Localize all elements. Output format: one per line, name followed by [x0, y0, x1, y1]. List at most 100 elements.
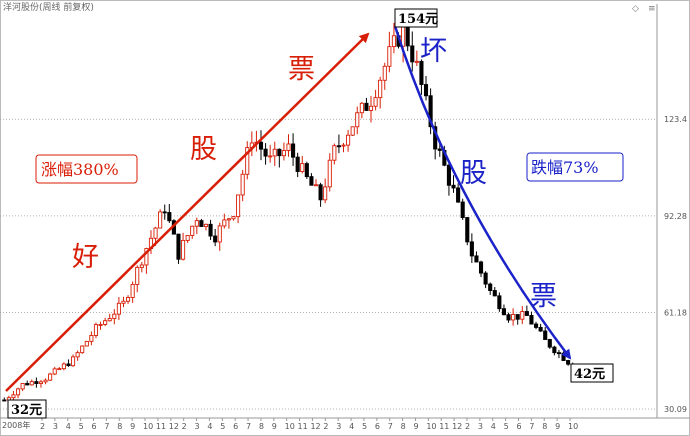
start-price-box — [7, 399, 47, 419]
candle-body — [465, 217, 470, 243]
candle-body — [497, 295, 502, 310]
candle-body — [190, 225, 195, 236]
x-tick-label: 11 — [439, 422, 449, 431]
x-tick-label: 9 — [272, 422, 277, 431]
candle-body — [566, 360, 571, 365]
candle-body — [43, 379, 48, 383]
x-tick-label: 12 — [169, 422, 179, 431]
peak-price-label: 154元 — [398, 12, 438, 27]
candle-body — [286, 143, 291, 152]
x-tick-label: 3 — [478, 422, 483, 431]
candle-body — [162, 211, 167, 214]
y-tick-label: 30.09 — [664, 405, 687, 414]
candle-body — [203, 223, 209, 227]
candle-body — [185, 235, 190, 241]
x-tick-label: 7 — [104, 422, 109, 431]
candle-body — [368, 105, 374, 111]
rise-box — [35, 154, 138, 184]
x-tick-label: 8 — [401, 422, 406, 431]
candle-body — [222, 219, 227, 227]
candle-body — [11, 394, 16, 399]
x-tick-label: 7 — [388, 422, 393, 431]
candle-body — [488, 283, 493, 292]
diamond-icon[interactable]: ◇ — [632, 4, 639, 14]
x-tick-label: 2 — [465, 422, 470, 431]
x-tick-label: 12 — [310, 422, 320, 431]
candle-body — [277, 148, 282, 157]
candle-body — [103, 320, 108, 325]
candle-body — [446, 164, 451, 186]
candle-body — [263, 148, 268, 157]
x-tick-label: 4 — [349, 422, 354, 431]
end-price-label: 42元 — [574, 367, 605, 382]
candle-body — [547, 339, 552, 348]
candle-body — [213, 235, 218, 243]
x-tick-label: 10 — [426, 422, 436, 431]
candle-body — [423, 84, 429, 97]
candle-body — [387, 46, 392, 67]
x-tick-label: 11 — [298, 422, 308, 431]
x-tick-label: 2 — [40, 422, 45, 431]
y-tick-label: 61.18 — [664, 308, 687, 317]
candle-body — [272, 148, 277, 157]
x-tick-label: 11 — [156, 422, 166, 431]
candle-body — [268, 155, 273, 158]
x-tick-label: 10 — [285, 422, 295, 431]
x-tick-labels: 2 3 4 5 6 7 8 9 10 11 12 2 3 4 5 6 7 8 9 10 11 12 2 3 4 5 6 7 8 9 10 11… — [40, 418, 578, 431]
candle-body — [391, 35, 396, 48]
x-tick-label: 4 — [66, 422, 71, 431]
fall-label: 跌幅73% — [531, 158, 599, 177]
x-tick-label: 5 — [220, 422, 225, 431]
good-char-2: 股 — [190, 134, 217, 165]
candle-body — [378, 79, 383, 99]
candle-body — [281, 150, 286, 157]
candle-body — [48, 373, 53, 381]
candle-body — [304, 163, 309, 178]
candle-body — [61, 363, 66, 370]
candle-body — [341, 144, 346, 147]
candle-body — [561, 352, 566, 361]
candle-body — [2, 399, 7, 402]
candle-body — [181, 239, 186, 260]
x-tick-label: 8 — [259, 422, 264, 431]
candle-body — [309, 176, 314, 186]
candle-body — [478, 261, 484, 274]
x-tick-label: 2 — [323, 422, 328, 431]
candle-body — [135, 266, 140, 285]
x-tick-label: 5 — [504, 422, 509, 431]
x-tick-label: 7 — [246, 422, 251, 431]
x-tick-label: 6 — [375, 422, 380, 431]
x-tick-label: 3 — [53, 422, 58, 431]
candle-body — [25, 383, 30, 386]
x-tick-label: 4 — [207, 422, 212, 431]
x-tick-label: 8 — [117, 422, 122, 431]
candle-body — [176, 233, 181, 260]
x-tick-label: 10 — [143, 422, 153, 431]
good-char-1: 好 — [72, 242, 99, 273]
year-label: 2008年 — [2, 420, 30, 430]
menu-icon[interactable]: ≡ — [648, 4, 656, 14]
candle-body — [419, 60, 424, 85]
candle-body — [126, 297, 131, 302]
candle-body — [144, 248, 149, 266]
candle-body — [483, 272, 488, 285]
candle-body — [323, 186, 328, 201]
candle-body — [130, 284, 135, 298]
candle-body — [346, 134, 351, 146]
candle-body — [373, 97, 378, 107]
candle-body — [515, 314, 520, 320]
candle-body — [336, 145, 341, 148]
candle-body — [199, 220, 204, 227]
candle-body — [474, 255, 479, 263]
candle-body — [20, 383, 25, 390]
candle-body — [231, 216, 236, 220]
x-tick-label: 9 — [555, 422, 560, 431]
candle-body — [38, 381, 44, 384]
candle-body — [98, 324, 103, 326]
candle-body — [520, 311, 525, 320]
candle-body — [556, 352, 562, 355]
candle-body — [52, 368, 57, 375]
candle-body — [208, 223, 213, 237]
candle-body — [524, 311, 529, 316]
